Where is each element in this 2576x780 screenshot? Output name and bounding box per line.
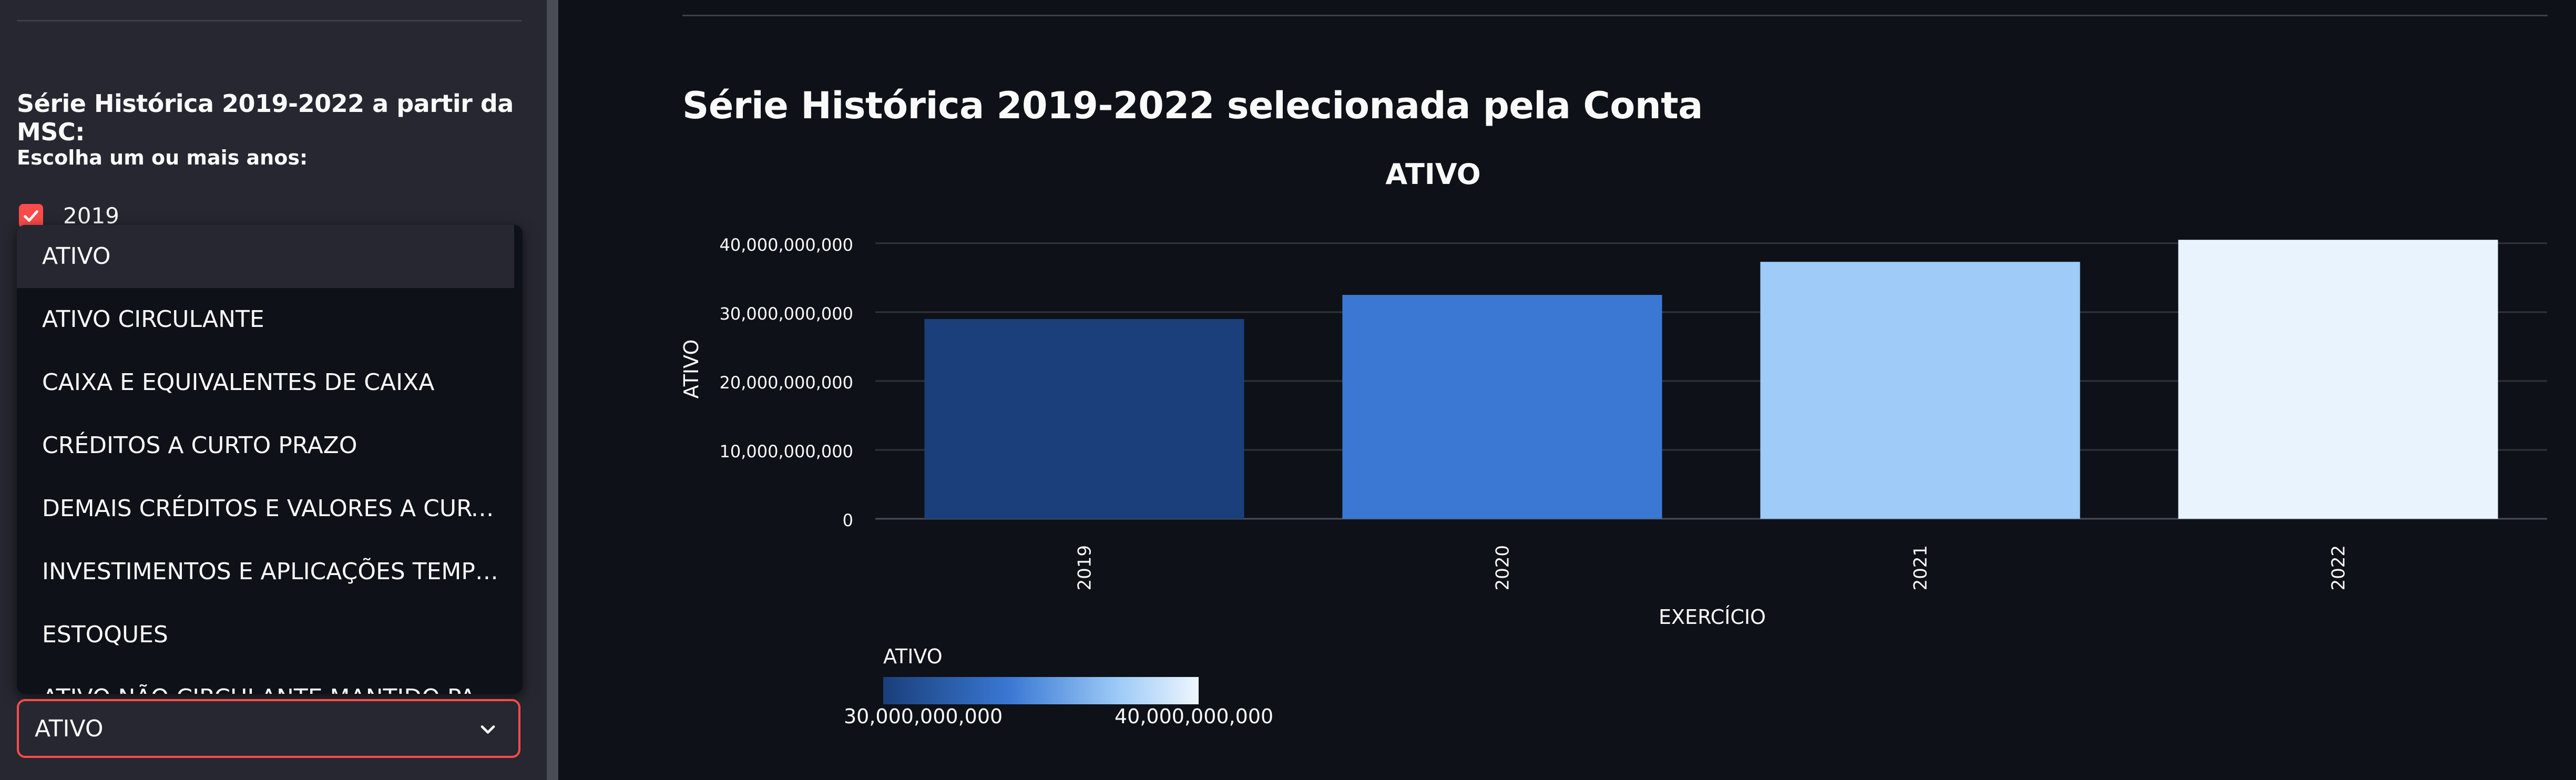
y-tick-label: 20,000,000,000 — [720, 373, 853, 393]
year-checkbox-2019[interactable]: 2019 — [19, 203, 119, 229]
checkbox-label: 2019 — [63, 203, 119, 229]
account-select-input[interactable] — [34, 714, 456, 743]
year-select-label: Escolha um ou mais anos: — [17, 146, 308, 169]
dropdown-option[interactable]: ATIVO CIRCULANTE — [42, 306, 264, 333]
colorbar-title: ATIVO — [883, 645, 943, 668]
account-dropdown-menu[interactable]: ATIVO ATIVO CIRCULANTE CAIXA E EQUIVALEN… — [17, 225, 523, 694]
dropdown-option[interactable]: ESTOQUES — [42, 621, 168, 648]
sidebar-divider — [17, 20, 522, 22]
colorbar-min-label: 30,000,000,000 — [844, 705, 1003, 728]
x-tick-label: 2020 — [1493, 545, 1514, 591]
y-tick-label: 0 — [843, 510, 853, 530]
bar-2022[interactable] — [2178, 240, 2498, 519]
y-axis-label: ATIVO — [680, 340, 703, 399]
dropdown-option[interactable]: CRÉDITOS A CURTO PRAZO — [42, 432, 357, 459]
bar-2021[interactable] — [1760, 262, 2080, 519]
chevron-down-icon[interactable] — [476, 718, 499, 741]
x-axis-label: EXERCÍCIO — [1659, 605, 1766, 629]
x-tick-label: 2019 — [1075, 545, 1096, 591]
x-tick-label: 2021 — [1910, 545, 1931, 591]
dropdown-option[interactable]: ATIVO — [17, 225, 514, 288]
sidebar-resize-handle[interactable] — [547, 0, 558, 780]
colorbar-gradient — [883, 677, 1199, 704]
dropdown-option[interactable]: INVESTIMENTOS E APLICAÇÕES TEMPO... — [42, 558, 515, 585]
bar-chart: ATIVO ATIVO EXERCÍCIO 0 10,000,000,000 20,… — [652, 147, 2555, 746]
sidebar-heading: Série Histórica 2019-2022 a partir da MS… — [17, 89, 514, 146]
page-title: Série Histórica 2019-2022 selecionada pe… — [682, 84, 1703, 127]
dropdown-option[interactable]: DEMAIS CRÉDITOS E VALORES A CURTO ... — [42, 495, 523, 522]
x-tick-label: 2022 — [2328, 545, 2349, 591]
y-tick-label: 40,000,000,000 — [720, 235, 853, 255]
dropdown-option[interactable]: ATIVO NÃO CIRCULANTE MANTIDO PARA... — [17, 666, 523, 694]
account-select[interactable] — [17, 699, 520, 758]
colorbar-max-label: 40,000,000,000 — [1115, 705, 1273, 728]
dropdown-option[interactable]: CAIXA E EQUIVALENTES DE CAIXA — [42, 369, 435, 396]
chart-svg: ATIVO ATIVO EXERCÍCIO 0 10,000,000,000 20,… — [680, 158, 2547, 728]
bar-2020[interactable] — [1342, 295, 1662, 519]
sidebar: Série Histórica 2019-2022 a partir da MS… — [0, 0, 547, 780]
main-divider — [682, 15, 2548, 16]
y-tick-label: 30,000,000,000 — [720, 304, 853, 324]
checkbox-checked-icon[interactable] — [19, 203, 43, 228]
bar-2019[interactable] — [924, 319, 1244, 519]
y-tick-label: 10,000,000,000 — [720, 442, 853, 461]
chart-title: ATIVO — [1385, 158, 1480, 191]
